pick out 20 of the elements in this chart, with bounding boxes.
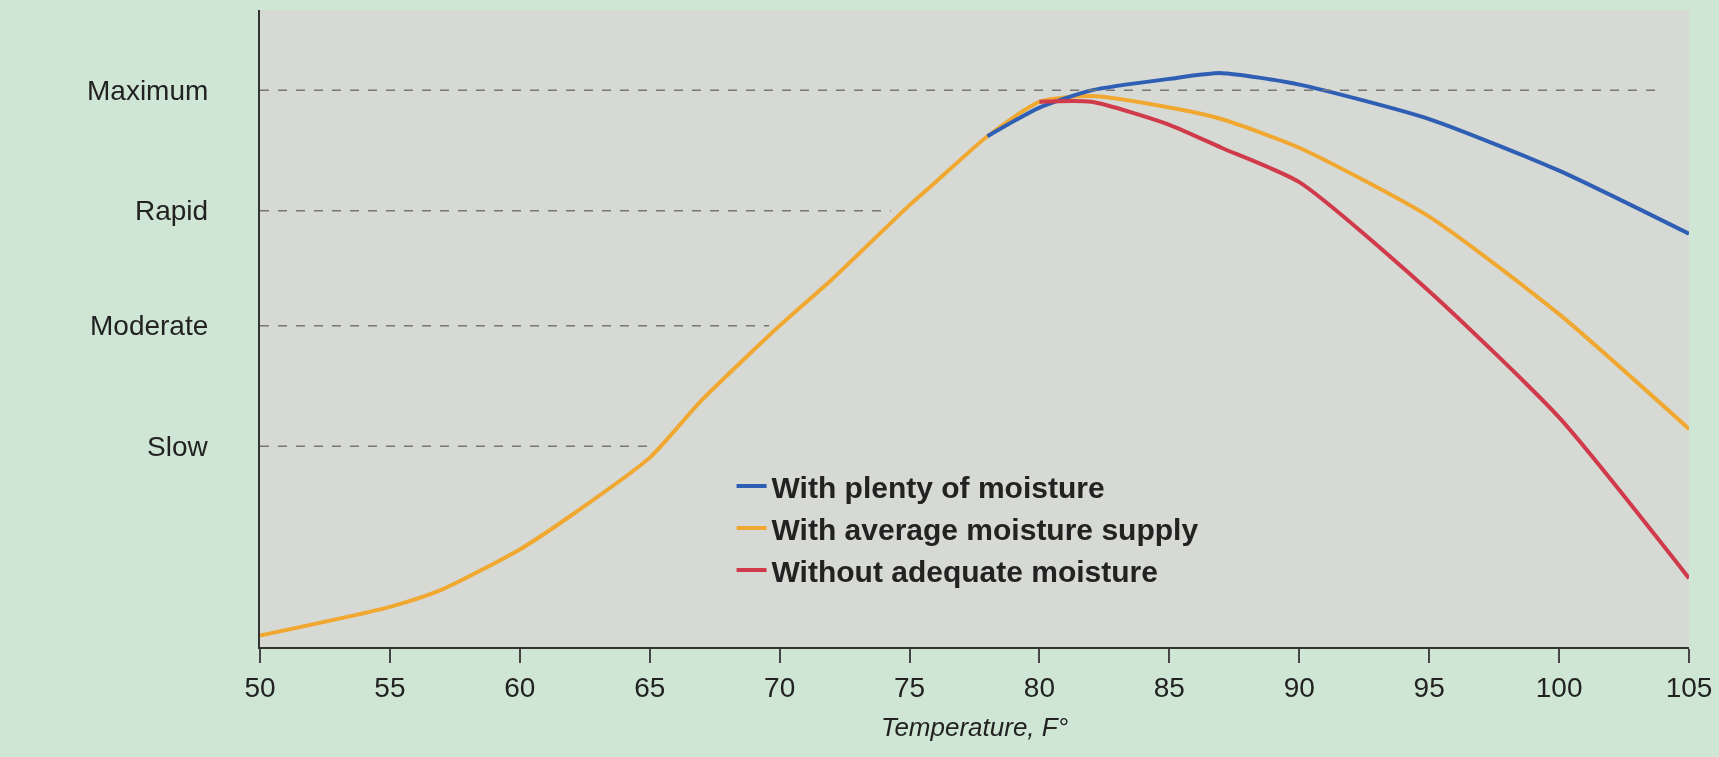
x-tick-label: 75 xyxy=(893,671,926,703)
x-tick-label: 55 xyxy=(374,671,406,703)
x-tick-label: 80 xyxy=(1023,671,1056,703)
legend-label: With average moisture supply xyxy=(771,512,1199,546)
legend-label: Without adequate moisture xyxy=(771,554,1158,588)
x-tick-label: 65 xyxy=(634,671,666,703)
x-tick-label: 95 xyxy=(1413,671,1445,703)
x-tick-label: 85 xyxy=(1153,671,1185,703)
ref-line-label: Maximum xyxy=(87,75,209,106)
x-tick-label: 105 xyxy=(1665,671,1713,703)
x-tick-label: 70 xyxy=(764,671,796,703)
ref-line-label: Moderate xyxy=(90,310,209,341)
x-axis-title: Temperature, F° xyxy=(880,712,1069,742)
x-tick-label: 100 xyxy=(1535,671,1583,703)
ref-line-label: Rapid xyxy=(135,195,209,226)
ref-line-label: Slow xyxy=(147,431,209,462)
x-tick-label: 60 xyxy=(504,671,536,703)
x-tick-label: 90 xyxy=(1283,671,1315,703)
legend-label: With plenty of moisture xyxy=(771,470,1105,504)
x-tick-label: 50 xyxy=(244,671,276,703)
